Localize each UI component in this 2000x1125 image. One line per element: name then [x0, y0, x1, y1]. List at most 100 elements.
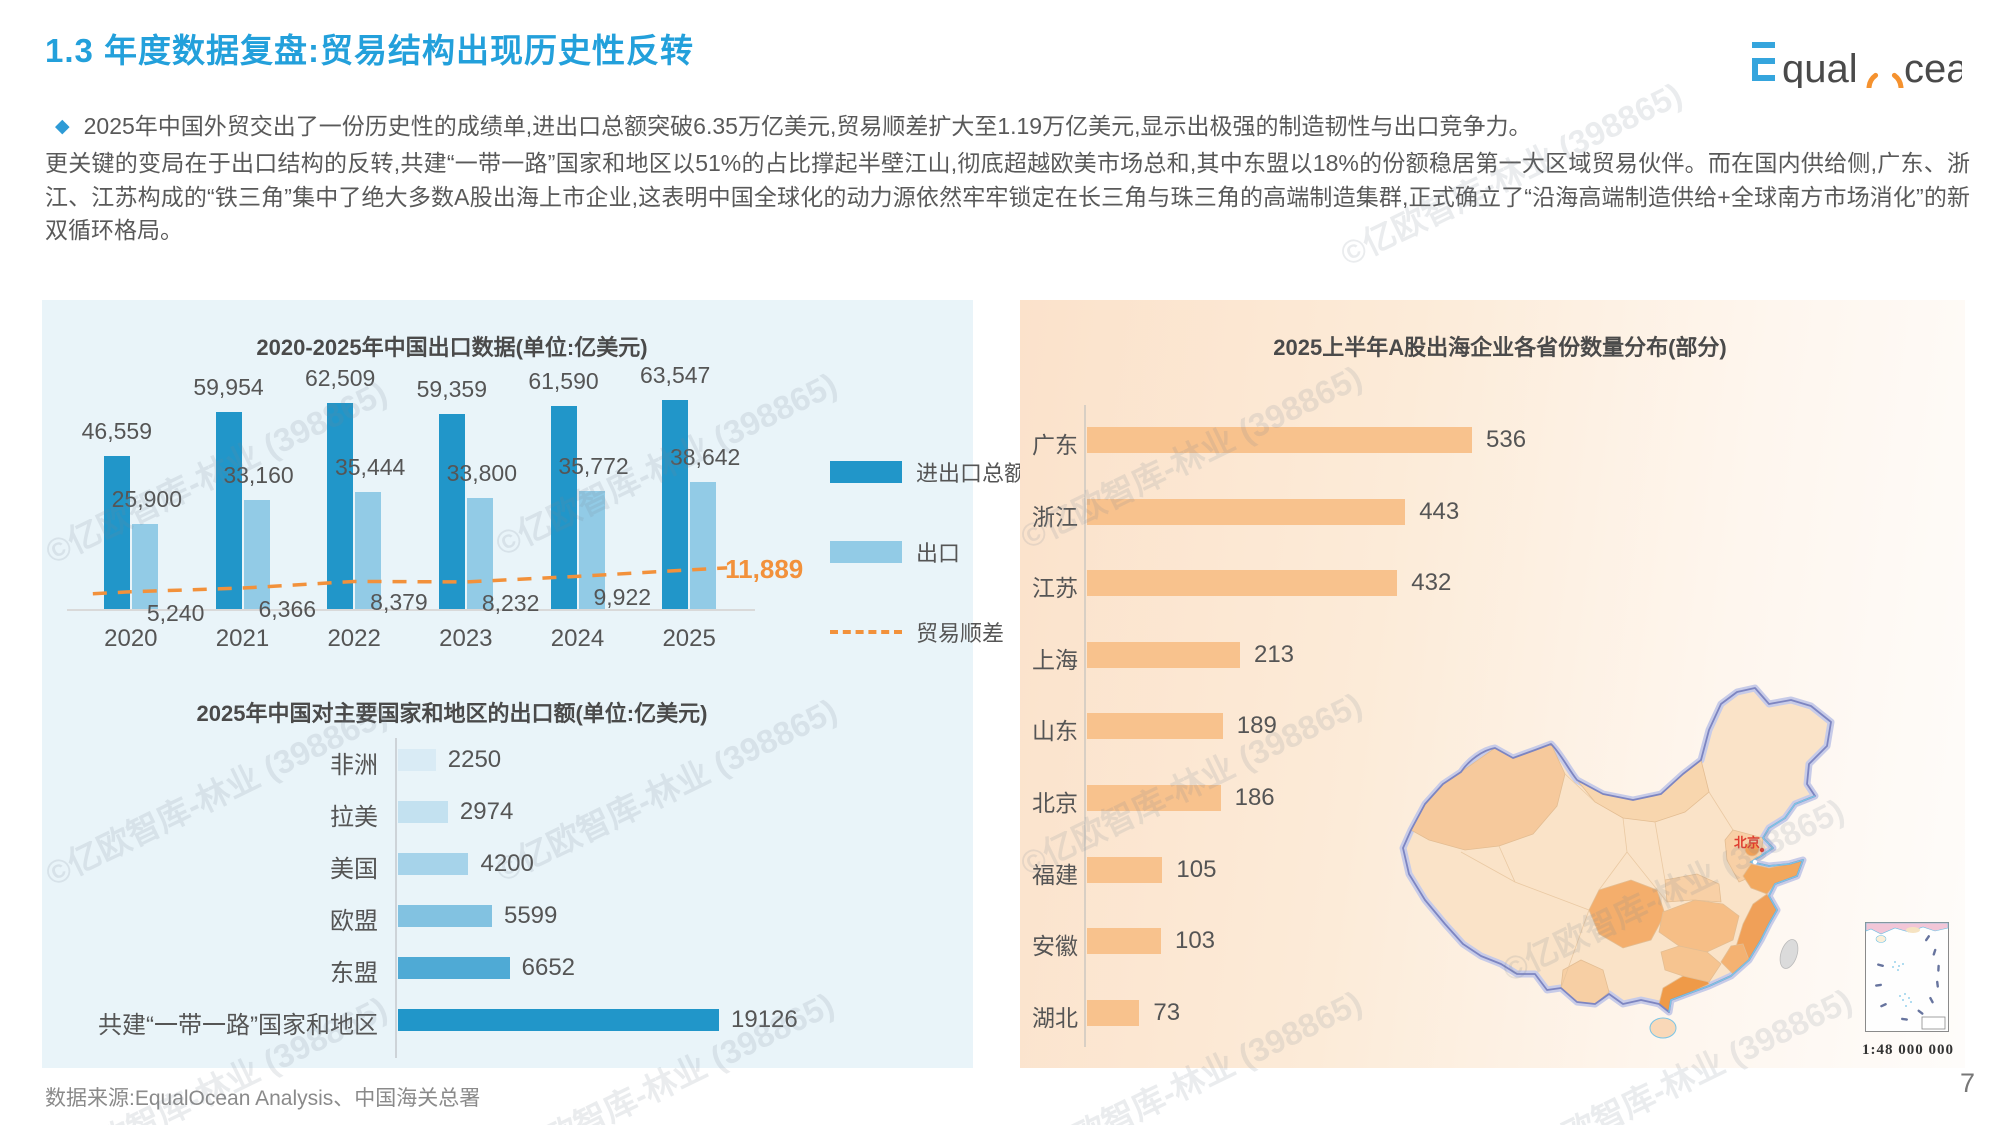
- page-title: 1.3 年度数据复盘:贸易结构出现历史性反转: [45, 32, 695, 69]
- region-bar-1: [398, 801, 448, 823]
- x-axis-line: [67, 609, 755, 611]
- legend-dash-icon: [830, 630, 902, 634]
- export-value-label: 35,444: [334, 454, 406, 481]
- region-bar-5: [398, 1009, 719, 1031]
- region-value-0: 2250: [447, 746, 502, 773]
- total-value-label: 59,359: [416, 375, 487, 402]
- province-value-4: 189: [1236, 712, 1277, 740]
- chart1-legend: 进出口总额 出口 贸易顺差: [830, 460, 1026, 646]
- total-value-label: 61,590: [528, 368, 599, 395]
- export-value-label: 33,160: [223, 461, 294, 488]
- province-bar-8: [1087, 999, 1140, 1026]
- province-label-0: 广东: [1032, 432, 1078, 458]
- surplus-value-label: 5,240: [146, 599, 205, 626]
- region-bar-4: [398, 957, 510, 979]
- china-map-icon: 北京: [1399, 684, 1835, 1039]
- right-chart-panel: 2025上半年A股出海企业各省份数量分布(部分) 广东 536 浙江 443 江苏 432…: [1020, 300, 1965, 1068]
- coastline: [1668, 795, 1816, 1013]
- island-dots: [1892, 961, 1912, 1007]
- legend-item-export: 出口: [830, 540, 1026, 566]
- row-label-1: 拉美: [330, 804, 378, 831]
- region-value-2: 4200: [480, 850, 534, 877]
- legend-item-total: 进出口总额: [830, 460, 1026, 486]
- taiwan-island: [1779, 939, 1799, 969]
- map-white-dot: [1752, 859, 1758, 865]
- legend-item-surplus: 贸易顺差: [830, 620, 1026, 646]
- logo-cean-text: cean: [1904, 47, 1962, 88]
- province-bar-3: [1087, 641, 1240, 668]
- province-value-8: 73: [1153, 998, 1181, 1026]
- region-value-5: 19126: [731, 1006, 798, 1033]
- region-value-3: 5599: [503, 902, 558, 929]
- nine-dash-line: [1875, 935, 1940, 1021]
- chart3-title: 2025上半年A股出海企业各省份数量分布(部分): [1273, 335, 1727, 360]
- total-value-label: 62,509: [304, 365, 376, 392]
- province-value-6: 105: [1176, 855, 1217, 883]
- beijing-map-label: 北京: [1734, 835, 1760, 850]
- south-china-sea-inset: [1865, 922, 1949, 1032]
- surplus-value-label-final: 11,889: [725, 553, 804, 584]
- logo-e-icon: [1752, 42, 1775, 81]
- equalocean-logo-icon: qual cean: [1752, 42, 1991, 107]
- province-bar-5: [1087, 785, 1221, 811]
- china-map: 北京: [1365, 652, 1910, 1064]
- row-label-2: 美国: [330, 856, 378, 883]
- x-tick-label: 2024: [550, 625, 605, 652]
- logo-o-icon: [1866, 72, 1904, 107]
- total-value-label: 63,547: [639, 362, 711, 388]
- region-bar-3: [398, 905, 492, 927]
- province-value-7: 103: [1174, 927, 1216, 955]
- equalocean-logo: qual cean: [1752, 40, 1991, 107]
- diamond-bullet-icon: ◆: [55, 116, 70, 137]
- intro-paragraph: 更关键的变局在于出口结构的反转,共建“一带一路”国家和地区以51%的占比撑起半壁…: [45, 150, 1970, 243]
- legend-swatch-total: [830, 461, 902, 483]
- province-borders: [1460, 773, 1734, 989]
- province-bar-4: [1087, 713, 1223, 740]
- x-tick-label: 2021: [215, 625, 270, 652]
- data-source-footer: 数据来源:EqualOcean Analysis、中国海关总署: [45, 1087, 481, 1110]
- region-value-4: 6652: [521, 954, 576, 981]
- intro-line-text: 2025年中国外贸交出了一份历史性的成绩单,进出口总额突破6.35万亿美元,贸易…: [83, 113, 1532, 139]
- x-tick-label: 2020: [104, 625, 158, 652]
- surplus-value-label: 6,366: [258, 596, 317, 623]
- province-value-1: 443: [1419, 497, 1460, 525]
- export-value-label: 35,772: [558, 453, 629, 480]
- chart-export-by-region: 非洲 2250 拉美 2974 美国 4200 欧盟 5599 东盟 6652 共建“一带一路”国家…: [42, 300, 973, 1068]
- x-tick-label: 2023: [439, 625, 493, 652]
- row-label-4: 东盟: [330, 960, 378, 987]
- legend-label-total: 进出口总额: [916, 461, 1027, 486]
- province-bar-1: [1087, 498, 1406, 525]
- province-label-8: 湖北: [1032, 1004, 1078, 1031]
- row-label-5: 共建“一带一路”国家和地区: [98, 1012, 378, 1039]
- province-value-5: 186: [1234, 784, 1275, 811]
- logo-qual-text: qual: [1782, 47, 1858, 88]
- page-number: 7: [1959, 1068, 1975, 1098]
- legend-label-surplus: 贸易顺差: [916, 621, 1005, 646]
- region-value-1: 2974: [459, 798, 514, 825]
- row-label-3: 欧盟: [330, 908, 378, 935]
- province-value-0: 536: [1486, 426, 1527, 453]
- province-value-3: 213: [1253, 640, 1295, 668]
- province-bar-2: [1087, 570, 1398, 597]
- row-label-0: 非洲: [330, 752, 378, 779]
- province-label-7: 安徽: [1032, 933, 1078, 960]
- x-tick-label: 2022: [327, 625, 381, 652]
- province-bar-6: [1087, 856, 1163, 883]
- inset-scale-label: 1:48 000 000: [1862, 1042, 1954, 1058]
- y-axis-line: [1084, 405, 1086, 1047]
- province-label-3: 上海: [1032, 646, 1078, 673]
- export-value-label: 33,800: [446, 459, 517, 486]
- y-axis-line: [395, 738, 397, 1058]
- chart-export-trend: 46,559 25,900 2020 5,240 59,954 33,160 2021 6,3…: [42, 300, 973, 1068]
- total-value-label: 59,954: [193, 373, 264, 400]
- province-value-2: 432: [1411, 569, 1452, 597]
- region-bar-0: [398, 749, 436, 771]
- chart-a-share-provinces: 广东 536 浙江 443 江苏 432 上海 213 山东 189 北京 186 福建 105 安徽 103…: [1020, 300, 1965, 1068]
- x-tick-label: 2025: [662, 625, 716, 652]
- inset-map-icon: [1865, 922, 1949, 1032]
- province-bar-7: [1087, 928, 1161, 955]
- beijing-dot: [1759, 847, 1765, 853]
- total-value-label: 46,559: [81, 417, 152, 444]
- region-bar-2: [398, 853, 469, 875]
